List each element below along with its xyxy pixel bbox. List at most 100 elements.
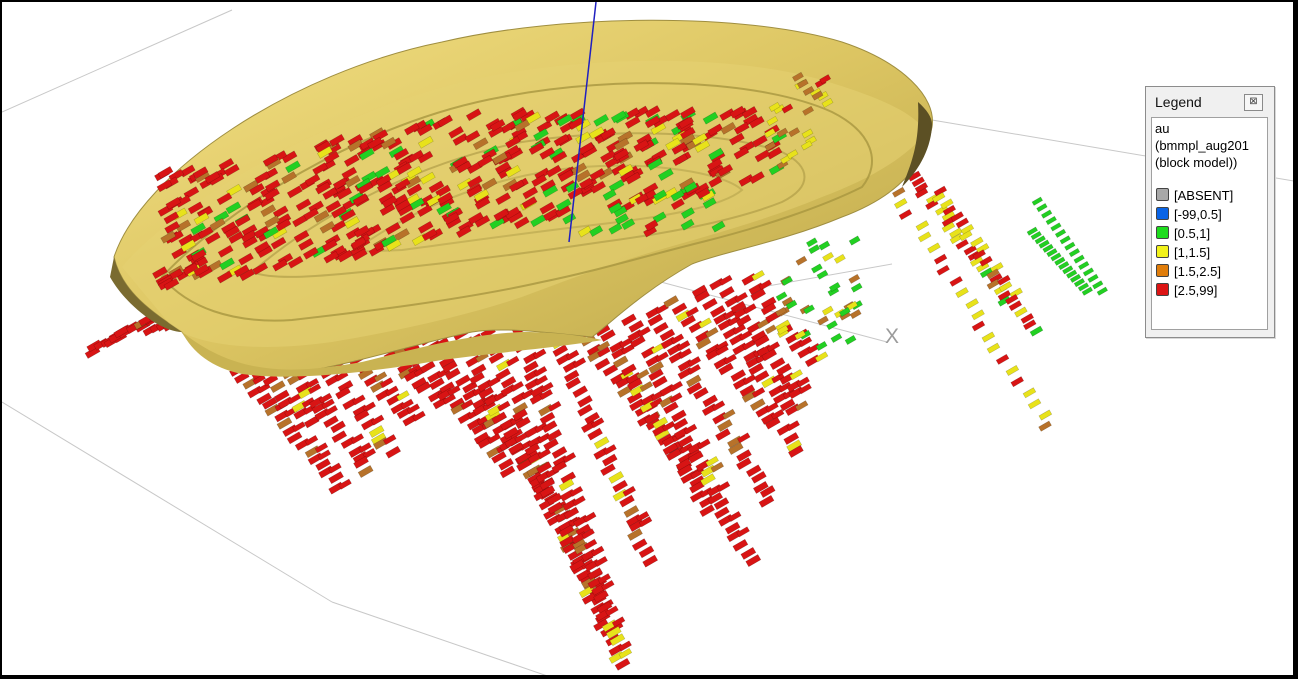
block-cell xyxy=(635,368,650,380)
block-cell xyxy=(727,510,742,522)
block-cell xyxy=(324,404,339,416)
block-cell xyxy=(533,128,549,142)
block-cell xyxy=(848,273,861,284)
block-cell xyxy=(1022,387,1037,399)
legend-close-icon[interactable]: ⊠ xyxy=(1244,94,1263,111)
block-cell xyxy=(1073,254,1085,264)
block-cell xyxy=(190,248,207,262)
block-cell xyxy=(406,183,423,197)
block-cell xyxy=(502,426,519,440)
block-cell xyxy=(329,133,345,147)
block-cell xyxy=(657,168,674,181)
block-cell xyxy=(711,220,726,233)
block-cell xyxy=(508,441,524,455)
block-cell xyxy=(620,363,637,377)
block-cell xyxy=(849,309,862,320)
block-cell xyxy=(544,110,561,124)
block-cell xyxy=(551,446,568,459)
block-cell xyxy=(330,420,346,434)
block-cell xyxy=(469,371,485,385)
block-cell xyxy=(539,411,556,425)
block-cell xyxy=(262,153,279,167)
block-cell xyxy=(385,445,402,459)
block-cell xyxy=(187,201,204,215)
block-cell xyxy=(441,360,458,374)
block-cell xyxy=(539,485,556,498)
block-cell xyxy=(489,216,506,230)
block-cell xyxy=(551,460,568,474)
block-cell xyxy=(260,204,277,218)
block-cell xyxy=(512,408,528,422)
block-cell xyxy=(362,401,377,413)
block-cell xyxy=(671,141,688,155)
block-cell xyxy=(553,133,570,147)
block-cell xyxy=(489,118,506,132)
block-cell xyxy=(436,202,452,216)
block-cell xyxy=(801,128,814,139)
block-cell xyxy=(1030,230,1042,241)
block-cell xyxy=(753,334,770,348)
block-cell xyxy=(971,309,985,321)
block-cell xyxy=(733,121,750,135)
block-cell xyxy=(803,304,816,315)
block-cell xyxy=(826,320,838,331)
block-cell xyxy=(572,385,589,399)
block-cell xyxy=(802,85,815,96)
block-cell xyxy=(950,211,965,223)
block-cell xyxy=(927,242,941,254)
legend-panel[interactable]: Legend ⊠ au (bmmpl_aug201 (block model))… xyxy=(1145,86,1275,338)
block-cell xyxy=(575,523,592,537)
block-cell xyxy=(786,149,799,160)
block-cell xyxy=(670,198,685,211)
block-cell xyxy=(750,288,767,302)
block-cell xyxy=(891,186,906,198)
block-cell xyxy=(716,481,731,493)
block-cell xyxy=(1040,209,1053,219)
block-cell xyxy=(492,152,508,165)
block-cell xyxy=(569,485,584,497)
block-cell xyxy=(1038,420,1052,432)
block-cell xyxy=(524,442,541,456)
block-cell xyxy=(321,398,335,410)
block-cell xyxy=(323,150,340,164)
block-cell xyxy=(308,200,325,214)
block-cell xyxy=(730,369,747,383)
block-cell xyxy=(672,153,689,167)
block-cell xyxy=(467,211,484,225)
block-cell xyxy=(647,157,664,171)
block-cell xyxy=(766,115,779,126)
block-cell xyxy=(577,225,592,238)
block-cell xyxy=(352,193,369,207)
pit-shell xyxy=(110,19,933,377)
block-cell xyxy=(223,163,240,177)
block-cell xyxy=(460,399,474,411)
block-cell xyxy=(581,528,595,540)
block-cell xyxy=(781,275,794,286)
block-cell xyxy=(788,127,801,138)
block-cell xyxy=(669,380,684,392)
block-cell xyxy=(532,348,547,360)
block-cell xyxy=(429,377,445,391)
block-cell xyxy=(163,277,180,291)
block-cell xyxy=(358,442,372,454)
block-cell xyxy=(609,633,626,647)
block-cell xyxy=(488,351,505,365)
block-cell xyxy=(759,485,776,498)
block-cell xyxy=(618,640,632,652)
block-cell xyxy=(931,192,946,204)
block-cell xyxy=(844,334,857,345)
block-cell xyxy=(493,208,510,222)
block-cell xyxy=(465,108,482,122)
block-cell xyxy=(769,357,786,371)
block-cell xyxy=(694,139,711,153)
block-cell xyxy=(225,201,242,215)
block-cell xyxy=(408,149,425,163)
block-cell xyxy=(514,119,531,133)
block-cell xyxy=(328,471,344,485)
block-cell xyxy=(794,400,809,412)
legend-item-absent: [ABSENT] xyxy=(1156,187,1233,204)
block-cell xyxy=(499,465,516,479)
block-cell xyxy=(779,398,796,412)
